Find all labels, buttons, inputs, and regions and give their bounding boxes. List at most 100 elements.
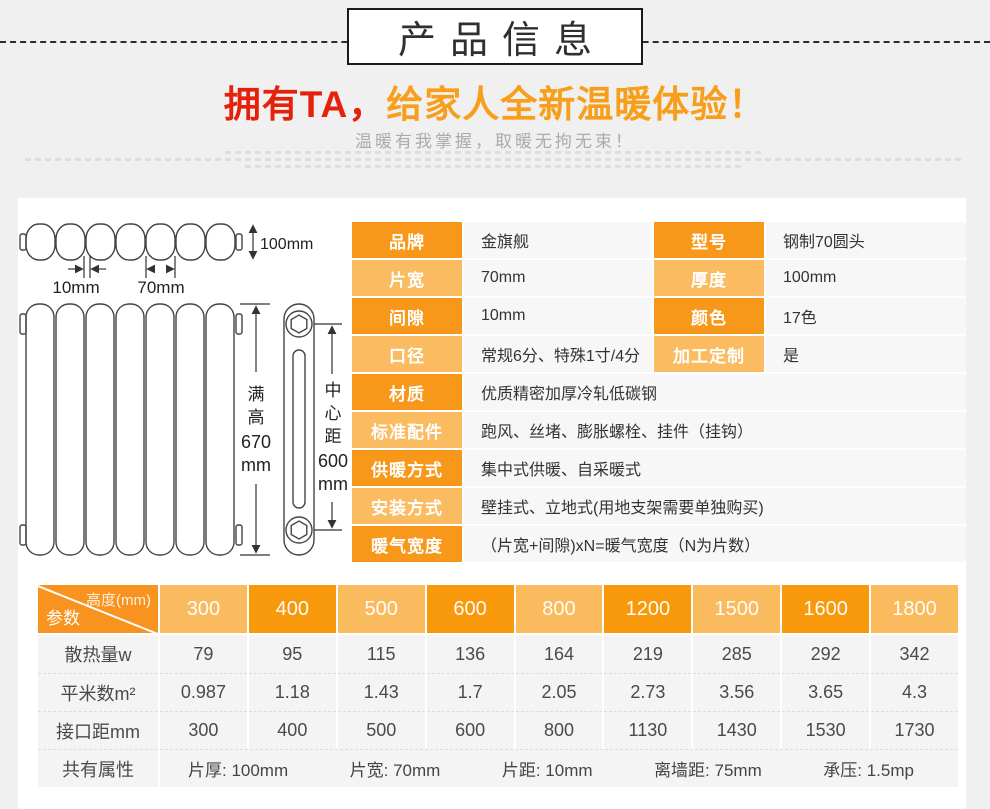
spec-value: 常规6分、特殊1寸/4分: [464, 336, 652, 372]
spec-value: 集中式供暖、自采暖式: [464, 450, 966, 486]
center-distance-unit: mm: [318, 474, 348, 494]
height-header-cell: 1200: [604, 585, 692, 633]
param-value-cell: 115: [337, 635, 425, 673]
param-value-cell: 4.3: [871, 673, 958, 711]
full-height-dimension: [240, 303, 270, 556]
dim-width-label: 70mm: [137, 278, 184, 297]
param-value-cell: 3.65: [782, 673, 870, 711]
height-header-cell: 300: [160, 585, 247, 633]
param-value-cell: 800: [515, 711, 603, 749]
param-value-cell: 95: [248, 635, 336, 673]
dimension-lines: [68, 224, 258, 278]
corner-top-label: 高度(mm): [86, 592, 151, 609]
full-height-unit: mm: [241, 455, 271, 475]
headline-orange: 给家人全新温暖体验！: [386, 84, 767, 125]
top-view: [19, 223, 243, 261]
fine-print-line: [245, 165, 745, 168]
param-value-cell: 1430: [693, 711, 781, 749]
param-value-cell: 3.56: [693, 673, 781, 711]
dim-gap-label: 10mm: [52, 278, 99, 297]
spec-label: 厚度: [654, 260, 764, 296]
param-value-cell: 1130: [604, 711, 692, 749]
spec-value: 10mm: [464, 298, 652, 334]
common-attrs-values: 片厚: 100mm 片宽: 70mm 片距: 10mm 离墙距: 75mm 承压: 1.…: [160, 749, 958, 787]
spec-value: 17色: [766, 298, 966, 334]
spec-label: 品牌: [352, 222, 462, 258]
center-distance-dimension: [314, 323, 342, 531]
spec-label: 材质: [352, 374, 462, 410]
spec-label: 供暖方式: [352, 450, 462, 486]
spec-label: 暖气宽度: [352, 526, 462, 562]
section-title: 产品信息: [397, 20, 606, 62]
spec-label: 片宽: [352, 260, 462, 296]
spec-label: 间隙: [352, 298, 462, 334]
spec-value: 跑风、丝堵、膨胀螺栓、挂件（挂钩）: [464, 412, 966, 448]
fine-print-lines: [0, 151, 990, 172]
center-distance-value: 600: [318, 451, 348, 471]
full-height-char: 高: [248, 408, 265, 427]
param-value-cell: 500: [337, 711, 425, 749]
full-height-char: 满: [248, 385, 265, 404]
height-header-cell: 1500: [693, 585, 781, 633]
spec-value: 优质精密加厚冷轧低碳钢: [464, 374, 966, 410]
param-value-cell: 300: [160, 711, 247, 749]
center-distance-char: 中: [325, 381, 342, 400]
params-table-body: 散热量w 79 95 115 136 164 219 285 292 342 平米数m² 0.987 1…: [38, 635, 958, 787]
spec-label: 标准配件: [352, 412, 462, 448]
param-value-cell: 600: [426, 711, 514, 749]
radiator-diagram: 100mm 10mm 70mm 满 高 670 mm: [19, 223, 348, 556]
common-attr-item: 片厚: 100mm: [188, 761, 289, 780]
common-attr-item: 片宽: 70mm: [349, 761, 441, 780]
param-value-cell: 342: [871, 635, 958, 673]
dim-depth-label: 100mm: [260, 236, 313, 253]
spec-label: 安装方式: [352, 488, 462, 524]
spec-value: 100mm: [766, 260, 966, 296]
height-header-cell: 600: [426, 585, 514, 633]
param-value-cell: 292: [782, 635, 870, 673]
side-view: [283, 303, 315, 556]
param-value-cell: 2.73: [604, 673, 692, 711]
height-header-cell: 1800: [871, 585, 958, 633]
spec-value: 金旗舰: [464, 222, 652, 258]
spec-label: 型号: [654, 222, 764, 258]
param-value-cell: 79: [160, 635, 247, 673]
spec-value: 壁挂式、立地式(用地支架需要单独购买): [464, 488, 966, 524]
corner-bottom-label: 参数: [46, 609, 80, 628]
param-value-cell: 1730: [871, 711, 958, 749]
param-value-cell: 1.7: [426, 673, 514, 711]
common-attr-item: 承压: 1.5mp: [823, 761, 914, 780]
param-value-cell: 2.05: [515, 673, 603, 711]
param-value-cell: 285: [693, 635, 781, 673]
param-row-label: 散热量w: [38, 635, 158, 673]
param-value-cell: 1530: [782, 711, 870, 749]
spec-value: 钢制70圆头: [766, 222, 966, 258]
spec-table: 品牌 金旗舰 型号 钢制70圆头 片宽 70mm 厚度 100mm 间隙 10mm 颜色 17色 口径常…: [352, 222, 966, 562]
spec-value: （片宽+间隙)xN=暖气宽度（N为片数）: [464, 526, 966, 562]
spec-label: 加工定制: [654, 336, 764, 372]
param-value-cell: 400: [248, 711, 336, 749]
param-value-cell: 0.987: [160, 673, 247, 711]
spec-label: 颜色: [654, 298, 764, 334]
center-distance-char: 心: [325, 404, 342, 423]
section-title-box: 产品信息: [347, 8, 643, 65]
spec-label: 口径: [352, 336, 462, 372]
fine-print-line: [25, 158, 965, 161]
common-attr-item: 离墙距: 75mm: [654, 761, 762, 780]
param-row-label: 接口距mm: [38, 711, 158, 749]
height-header-cell: 400: [248, 585, 336, 633]
full-height-value: 670: [241, 432, 271, 452]
center-distance-char: 距: [325, 427, 342, 446]
params-table-header: 高度(mm) 参数 300 400 500 600 800 1200 1500 1600 180…: [38, 585, 958, 633]
param-row-label: 平米数m²: [38, 673, 158, 711]
fine-print-line: [225, 151, 765, 154]
headline: 拥有TA，给家人全新温暖体验！: [0, 74, 990, 128]
front-view: [19, 303, 243, 556]
param-value-cell: 164: [515, 635, 603, 673]
height-header-cell: 1600: [782, 585, 870, 633]
height-header-cell: 500: [337, 585, 425, 633]
subtitle: 温暖有我掌握，取暖无拘无束！: [355, 132, 635, 151]
param-value-cell: 219: [604, 635, 692, 673]
params-corner-cell: 高度(mm) 参数: [38, 585, 158, 633]
headline-red: 拥有TA，: [223, 84, 387, 125]
